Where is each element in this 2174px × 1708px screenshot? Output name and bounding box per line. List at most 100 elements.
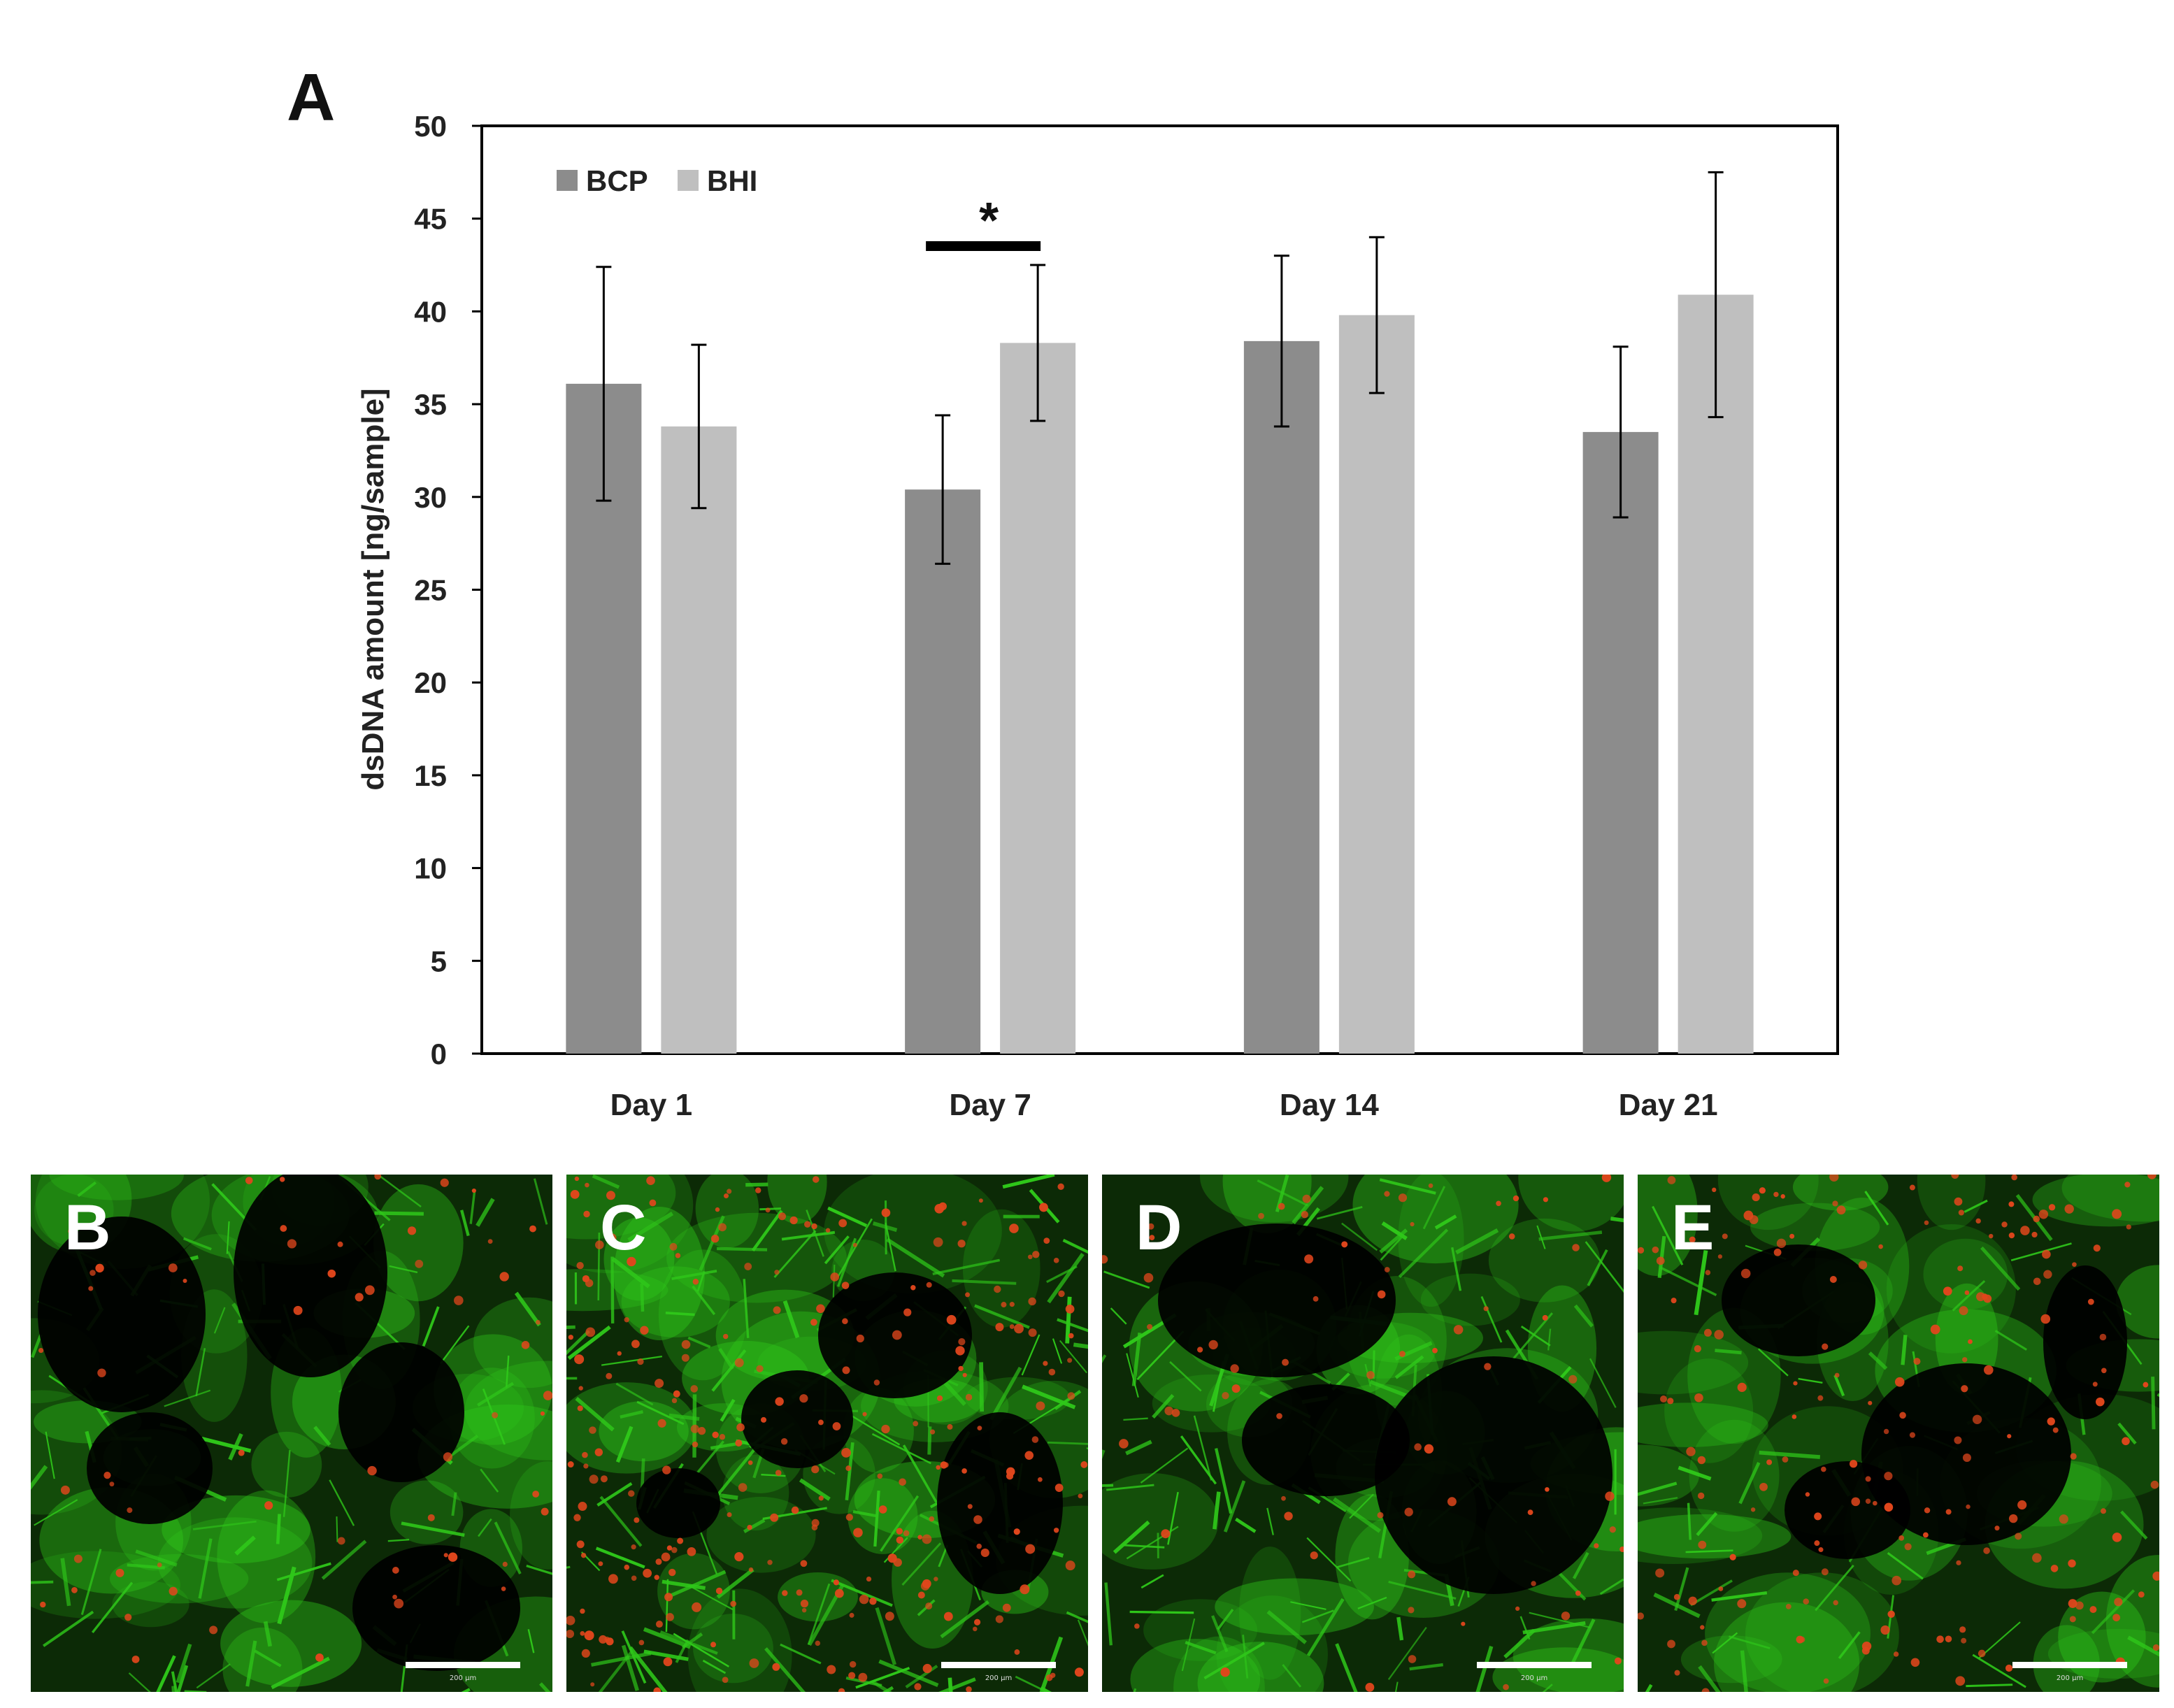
red-nucleus [1700, 1625, 1705, 1630]
red-nucleus [1149, 1235, 1155, 1241]
red-nucleus [570, 1189, 580, 1199]
red-nucleus [2126, 1224, 2131, 1230]
red-nucleus [1943, 1286, 1952, 1296]
green-cell-fiber [77, 1181, 96, 1198]
scaffold-pore [1242, 1384, 1410, 1496]
red-nucleus [730, 1600, 736, 1607]
red-nucleus [487, 1239, 493, 1244]
green-cell-mass [965, 1377, 1071, 1420]
red-nucleus [1894, 1377, 1905, 1387]
red-nucleus [2033, 1215, 2040, 1223]
green-cell-mass [824, 1175, 1002, 1294]
red-nucleus [2032, 1553, 2042, 1563]
legend-swatch-bhi [678, 170, 699, 191]
green-cell-fiber [799, 1478, 831, 1501]
green-cell-mass [1638, 1402, 1768, 1447]
red-nucleus [543, 1391, 552, 1400]
red-nucleus [818, 1495, 824, 1501]
green-cell-fiber [1585, 1241, 1624, 1293]
red-nucleus [2099, 1333, 2107, 1341]
red-nucleus [869, 1598, 877, 1605]
green-cell-fiber [1242, 1635, 1249, 1679]
green-cell-fiber [599, 1495, 643, 1547]
y-tick-label: 40 [414, 295, 447, 328]
red-nucleus [183, 1279, 187, 1284]
red-nucleus [1814, 1512, 1822, 1521]
green-cell-fiber [245, 1640, 257, 1687]
green-cell-fiber [824, 1235, 850, 1265]
red-nucleus [1913, 1358, 1921, 1365]
red-nucleus [1601, 1175, 1612, 1182]
green-cell-mass [1215, 1578, 1374, 1636]
green-cell-fiber [1475, 1646, 1494, 1692]
red-nucleus [2089, 1606, 2097, 1614]
green-cell-fiber [1169, 1361, 1202, 1392]
red-nucleus [1410, 1221, 1415, 1227]
green-cell-fiber [855, 1667, 910, 1689]
green-cell-fiber [1887, 1552, 1924, 1580]
red-nucleus [1968, 1339, 1973, 1344]
green-cell-mass [706, 1496, 816, 1573]
red-nucleus [778, 1212, 787, 1221]
red-nucleus [1384, 1191, 1390, 1197]
red-nucleus [1773, 1248, 1782, 1256]
green-cell-mass [843, 1388, 914, 1473]
red-nucleus [1961, 1357, 1968, 1363]
green-cell-fiber [806, 1210, 824, 1257]
green-cell-fiber [852, 1510, 877, 1518]
red-nucleus [838, 1219, 848, 1228]
red-nucleus [980, 1548, 989, 1558]
green-cell-mass [1680, 1635, 1782, 1684]
red-nucleus [1230, 1364, 1239, 1373]
red-nucleus [2152, 1644, 2159, 1651]
red-nucleus [681, 1354, 689, 1362]
red-nucleus [1053, 1528, 1059, 1533]
green-cell-fiber [1522, 1621, 1586, 1635]
red-nucleus [73, 1554, 83, 1563]
red-nucleus [842, 1318, 848, 1325]
red-nucleus [995, 1323, 1004, 1332]
green-cell-fiber [127, 1563, 165, 1570]
red-nucleus [600, 1475, 608, 1483]
red-nucleus [1959, 1306, 1968, 1316]
red-nucleus [415, 1259, 424, 1268]
green-cell-fiber [1292, 1186, 1324, 1225]
green-cell-mass [1664, 1358, 1754, 1463]
red-nucleus [1545, 1487, 1550, 1492]
green-cell-mass [613, 1206, 705, 1340]
green-cell-mass [157, 1517, 313, 1609]
red-nucleus [2038, 1210, 2049, 1219]
red-nucleus [842, 1366, 850, 1375]
red-nucleus [1717, 1254, 1722, 1259]
green-cell-fiber [1738, 1462, 1761, 1505]
red-nucleus [1134, 1623, 1140, 1629]
green-cell-fiber [1335, 1643, 1358, 1692]
red-nucleus [1958, 1210, 1964, 1216]
red-nucleus [2100, 1508, 2106, 1514]
red-nucleus [1718, 1586, 1724, 1591]
green-cell-fiber [60, 1558, 71, 1607]
green-cell-fiber [885, 1222, 896, 1272]
red-nucleus [1384, 1267, 1390, 1272]
red-nucleus [772, 1663, 780, 1671]
red-nucleus [2050, 1565, 2059, 1572]
bar-bhi-day-7 [1000, 343, 1076, 1054]
green-cell-fiber [745, 1182, 768, 1187]
red-nucleus [582, 1451, 588, 1458]
red-nucleus [1780, 1194, 1785, 1199]
green-cell-fiber [974, 1304, 1030, 1329]
red-nucleus [501, 1586, 506, 1591]
green-cell-fiber [1266, 1507, 1274, 1535]
green-cell-fiber [164, 1389, 211, 1407]
green-cell-fiber [2010, 1242, 2072, 1262]
red-nucleus [594, 1448, 603, 1456]
green-cell-fiber [329, 1479, 355, 1526]
green-cell-fiber [1125, 1440, 1152, 1456]
cell-stain-texture [31, 1175, 552, 1692]
red-nucleus [492, 1412, 499, 1419]
green-cell-fiber [1301, 1609, 1334, 1623]
red-nucleus [669, 1242, 678, 1251]
red-nucleus [666, 1613, 674, 1621]
green-cell-fiber [643, 1649, 689, 1661]
red-nucleus [1994, 1526, 2000, 1531]
